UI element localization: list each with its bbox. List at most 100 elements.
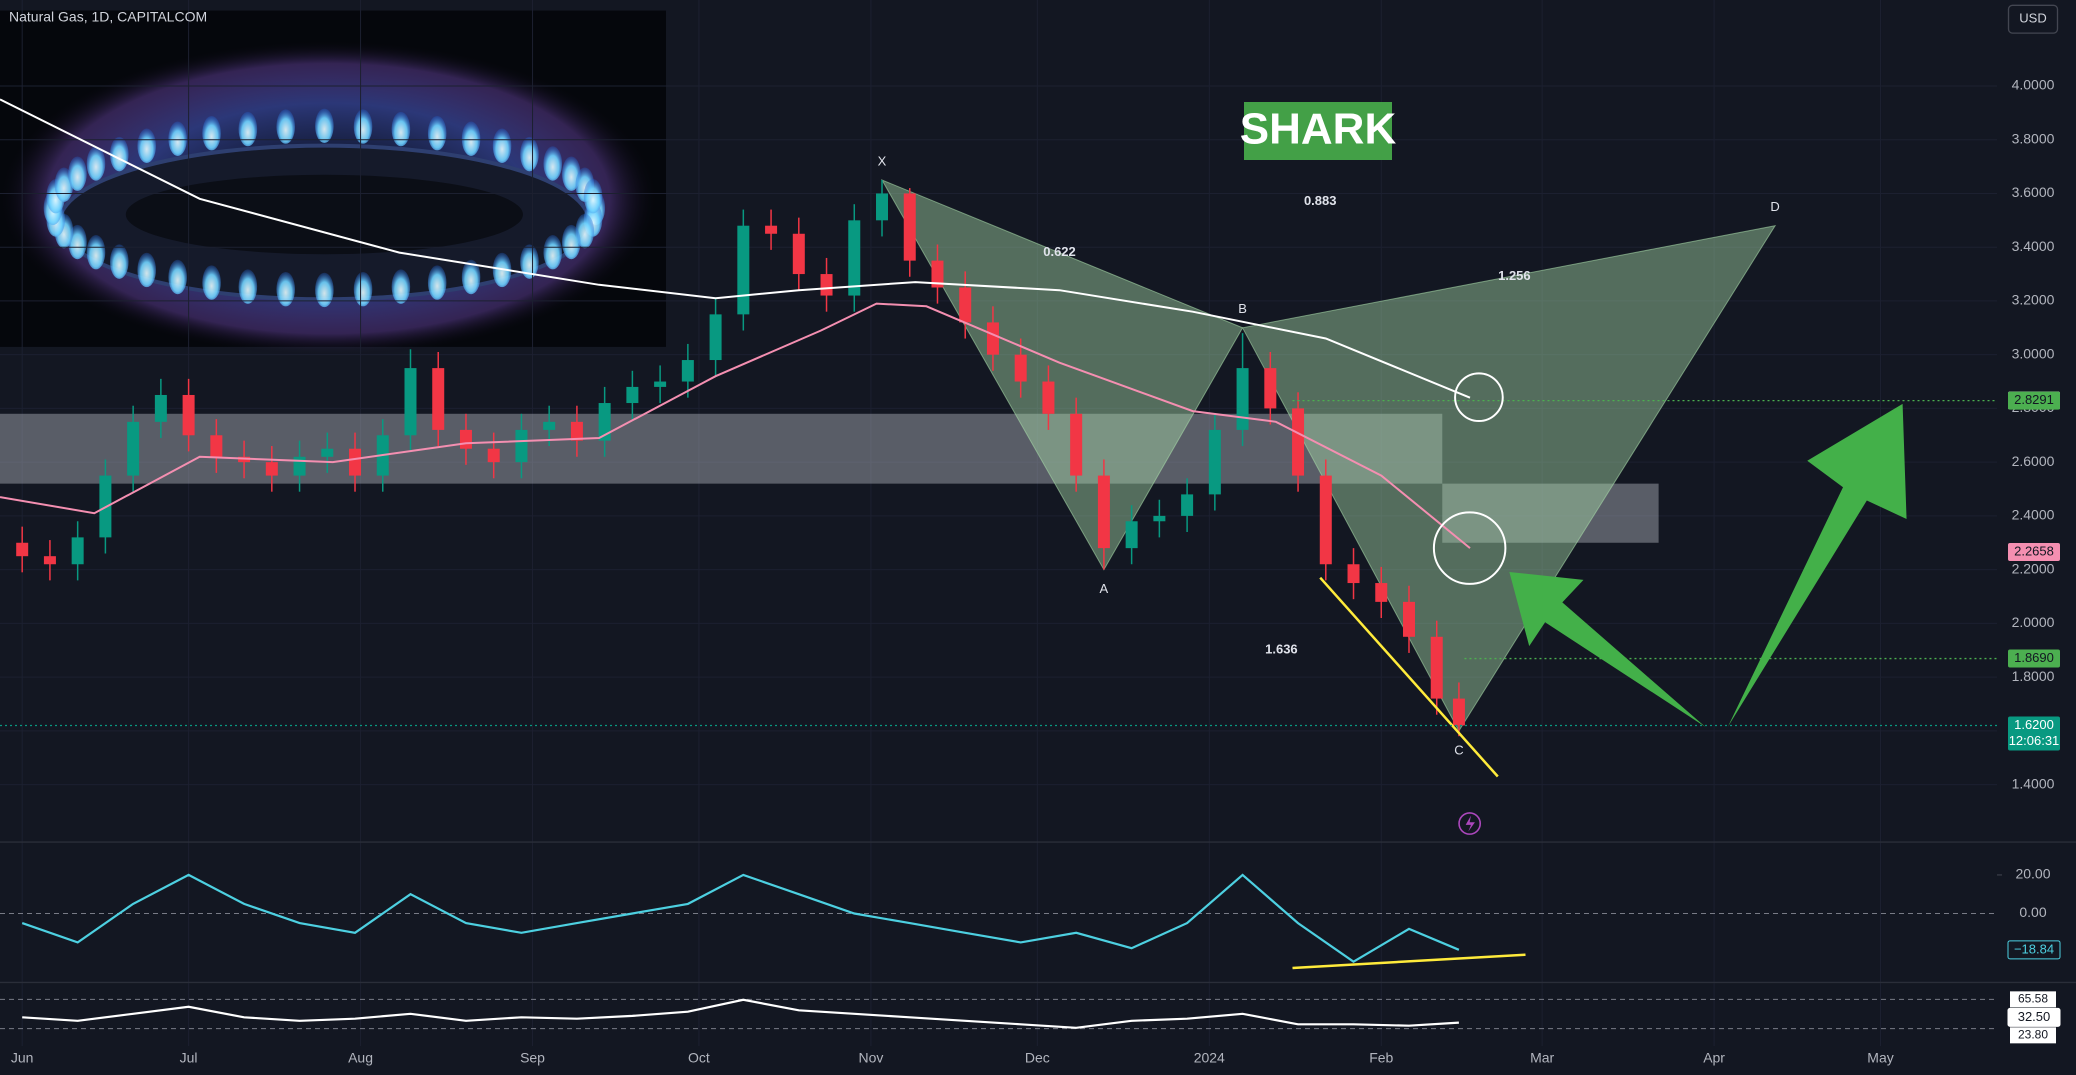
trendline	[1319, 576, 1499, 778]
candle-body	[903, 193, 916, 261]
candle-body	[1153, 515, 1166, 522]
flame	[391, 269, 411, 304]
candle-body	[210, 435, 223, 457]
candle-body	[515, 429, 528, 463]
candle-body	[765, 225, 778, 234]
candle-body	[792, 233, 805, 275]
price-tag	[2008, 542, 2060, 561]
price-tag-label: 2.2658	[2014, 543, 2054, 558]
candle-body	[737, 225, 750, 315]
candle-body	[71, 537, 84, 565]
y-tick-label: 2.6000	[2012, 453, 2055, 469]
candle-body	[1402, 601, 1415, 637]
flame	[86, 146, 106, 181]
y-tick-label: 2.2000	[2012, 560, 2055, 576]
candle-body	[1070, 413, 1083, 476]
level-label: 23.80	[2018, 1028, 2048, 1042]
pattern-name: SHARK	[1240, 105, 1397, 154]
candle-body	[986, 322, 999, 355]
alert-icon-bolt	[1465, 815, 1475, 832]
x-tick-label: Apr	[1703, 1050, 1725, 1066]
candle-body	[1264, 368, 1277, 409]
candle-body	[1452, 698, 1465, 726]
currency-label[interactable]: USD	[2019, 10, 2046, 25]
price-pane	[0, 0, 1997, 1046]
y-tick-label: 3.2000	[2012, 292, 2055, 308]
candle-body	[654, 381, 667, 387]
x-tick-label: Jul	[180, 1050, 198, 1066]
flame	[202, 115, 221, 151]
flame	[110, 244, 129, 279]
candle-body	[959, 287, 972, 323]
flame	[543, 146, 563, 181]
flame	[315, 272, 334, 308]
flame	[427, 265, 447, 300]
flame	[137, 252, 156, 288]
flame	[520, 136, 539, 172]
candle-body	[127, 421, 140, 476]
arrow	[1509, 571, 1706, 727]
pattern-ratio: 1.256	[1498, 268, 1531, 283]
burner-center	[125, 174, 523, 255]
candle-body	[182, 394, 195, 436]
flame	[492, 128, 512, 163]
candle-body	[681, 360, 694, 382]
y-tick-label: 2.0000	[2012, 614, 2055, 630]
flame	[168, 259, 187, 295]
last-value-label: 32.50	[2018, 1009, 2051, 1024]
candle-body	[1375, 583, 1388, 602]
flame	[276, 109, 295, 144]
candle-body	[626, 386, 639, 404]
candle-body	[1097, 475, 1110, 549]
candle-body	[265, 462, 278, 476]
candle-body	[16, 542, 29, 557]
candle-body	[1292, 408, 1305, 476]
pattern-ratio: 0.883	[1304, 193, 1337, 208]
x-tick-label: Dec	[1025, 1050, 1050, 1066]
level-label: 65.58	[2018, 992, 2048, 1006]
x-tick-label: Feb	[1369, 1050, 1393, 1066]
candle-body	[1319, 475, 1332, 565]
pattern-point-label: A	[1100, 581, 1109, 596]
currency-button[interactable]	[2007, 4, 2059, 34]
candle-body	[432, 368, 445, 430]
price-tag-label: 1.6200	[2014, 717, 2054, 732]
level-tag	[2010, 991, 2056, 1008]
flame	[110, 136, 129, 172]
candle-body	[709, 314, 722, 361]
candle-body	[1125, 521, 1138, 549]
candle-body	[848, 220, 861, 296]
pattern-point-label: B	[1238, 301, 1247, 316]
candle-body	[349, 448, 362, 476]
candle-body	[1208, 429, 1221, 495]
moving-average	[0, 302, 1471, 549]
indicator-line	[22, 998, 1459, 1029]
y-tick-label: 20.00	[2015, 866, 2050, 882]
candle-body	[293, 456, 306, 476]
price-tag	[2008, 649, 2060, 668]
pattern-triangle	[880, 179, 1244, 571]
indicator-line	[21, 873, 1460, 964]
flame	[315, 108, 334, 143]
flame	[461, 121, 481, 156]
candle-body	[1430, 636, 1443, 699]
candle-body	[404, 368, 417, 436]
y-tick-label: 2.4000	[2012, 507, 2055, 523]
flame	[583, 179, 603, 214]
candle-body	[820, 274, 833, 296]
candle-body	[1181, 494, 1194, 516]
candle-body	[1236, 368, 1249, 430]
y-tick-label: 3.6000	[2012, 184, 2055, 200]
flame	[543, 235, 563, 270]
price-tag-label: 2.8291	[2014, 392, 2054, 407]
candle-body	[931, 260, 944, 288]
burner-image	[0, 10, 666, 358]
annotations	[0, 4, 2076, 984]
candle-body	[43, 556, 56, 565]
highlight-circle	[1432, 511, 1507, 585]
price-tag-label: 1.8690	[2014, 650, 2054, 665]
moving-average	[0, 98, 1471, 399]
x-tick-label: Mar	[1530, 1050, 1554, 1066]
